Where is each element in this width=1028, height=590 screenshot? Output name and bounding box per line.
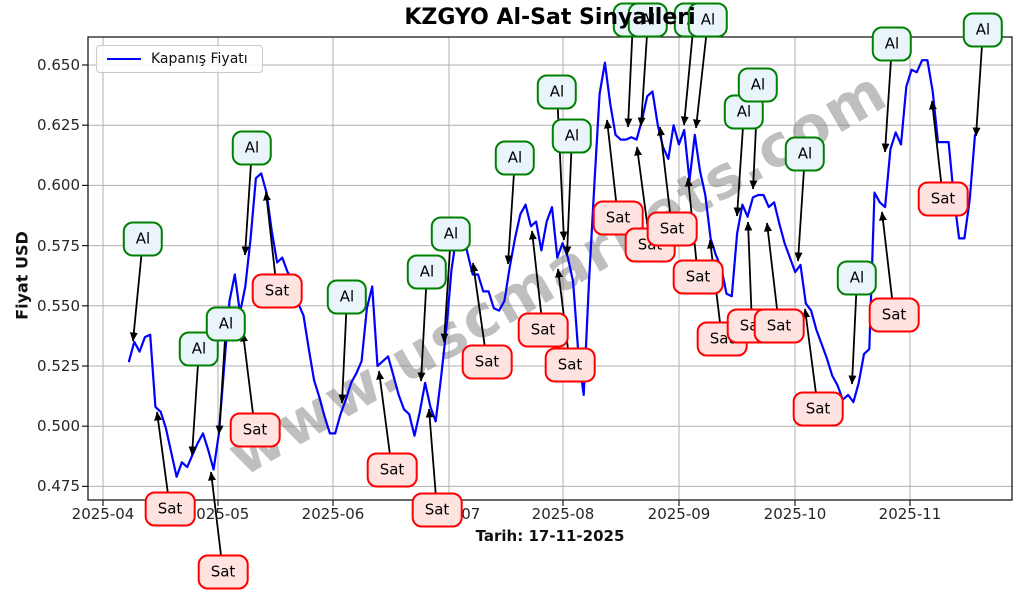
signal-arrow	[504, 157, 516, 265]
x-tick-label: 2025-11	[878, 505, 942, 523]
x-tick-label: 2025-04	[71, 505, 135, 523]
y-tick-label: 0.575	[37, 236, 80, 255]
signal-arrow	[338, 296, 348, 404]
sell-signal-bubble: Sat	[251, 273, 303, 309]
sell-signal-bubble: Sat	[592, 200, 644, 236]
sell-signal-bubble: Sat	[672, 259, 724, 295]
buy-signal-bubble: Al	[231, 130, 273, 166]
legend: Kapanış Fiyatı	[96, 45, 263, 73]
signal-arrow	[794, 153, 806, 262]
sell-signal-bubble: Sat	[411, 492, 463, 528]
buy-signal-bubble: Al	[122, 221, 164, 257]
buy-signal-bubble: Al	[406, 254, 448, 290]
buy-signal-bubble: Al	[962, 12, 1004, 48]
legend-label: Kapanış Fiyatı	[151, 51, 248, 67]
y-tick-label: 0.625	[37, 116, 80, 135]
sell-signal-bubble: Sat	[197, 554, 249, 590]
buy-signal-bubble: Al	[871, 26, 913, 62]
sell-signal-bubble: Sat	[229, 412, 281, 448]
sell-signal-bubble: Sat	[917, 181, 969, 217]
y-tick-label: 0.650	[37, 56, 80, 74]
y-axis-label: Fiyat USD	[12, 231, 32, 320]
signal-arrow	[188, 348, 200, 456]
sell-signal-bubble: Sat	[461, 344, 513, 380]
buy-signal-bubble: Al	[737, 67, 779, 103]
x-tick-label: 2025-06	[301, 505, 365, 523]
sell-signal-bubble: Sat	[144, 491, 196, 527]
signal-arrow	[215, 323, 227, 435]
buy-signal-bubble: Al	[836, 260, 878, 296]
price-line	[127, 59, 977, 478]
signal-arrow	[556, 91, 568, 241]
x-tick-label: 2025-10	[763, 505, 827, 523]
signal-arrow	[417, 271, 428, 382]
signal-arrow	[692, 19, 709, 129]
sell-signal-bubble: Sat	[544, 347, 596, 383]
buy-signal-bubble: Al	[536, 74, 578, 110]
signal-arrow	[881, 43, 893, 153]
buy-signal-bubble: Al	[205, 306, 247, 342]
x-tick-label: 2025-05	[186, 505, 250, 523]
buy-signal-bubble: Al	[326, 279, 368, 315]
sell-signal-bubble: Sat	[517, 312, 569, 348]
y-tick-label: 0.475	[37, 477, 80, 496]
legend-line-sample	[107, 58, 141, 60]
sell-signal-bubble: Sat	[366, 452, 418, 488]
signal-arrow	[972, 29, 984, 137]
signal-arrow	[680, 19, 695, 126]
buy-signal-bubble: Al	[551, 118, 593, 154]
buy-signal-bubble: Al	[784, 136, 826, 172]
signal-arrow	[624, 19, 634, 128]
sell-signal-bubble: Sat	[792, 391, 844, 427]
y-tick-label: 0.525	[37, 357, 80, 375]
sell-signal-bubble: Sat	[646, 211, 698, 247]
buy-signal-bubble: Al	[430, 216, 472, 252]
x-axis-label: Tarih: 17-11-2025	[475, 527, 625, 545]
plot-frame	[87, 36, 1013, 501]
signal-arrow	[848, 277, 858, 385]
y-tick-label: 0.600	[37, 176, 80, 195]
buy-signal-bubble: Al	[494, 140, 536, 176]
y-tick-label: 0.500	[37, 417, 80, 436]
x-tick-label: 2025-09	[647, 505, 711, 523]
signal-arrow	[637, 19, 649, 127]
sell-signal-bubble: Sat	[753, 308, 805, 344]
buy-signal-bubble: Al	[687, 2, 729, 38]
x-tick-label: 2025-08	[531, 505, 595, 523]
sell-signal-bubble: Sat	[868, 297, 920, 333]
y-tick-label: 0.550	[37, 296, 80, 315]
signal-arrow	[440, 233, 452, 343]
signal-arrow	[241, 147, 253, 256]
buy-signal-bubble: Al	[627, 2, 669, 38]
signal-arrow	[563, 135, 573, 256]
